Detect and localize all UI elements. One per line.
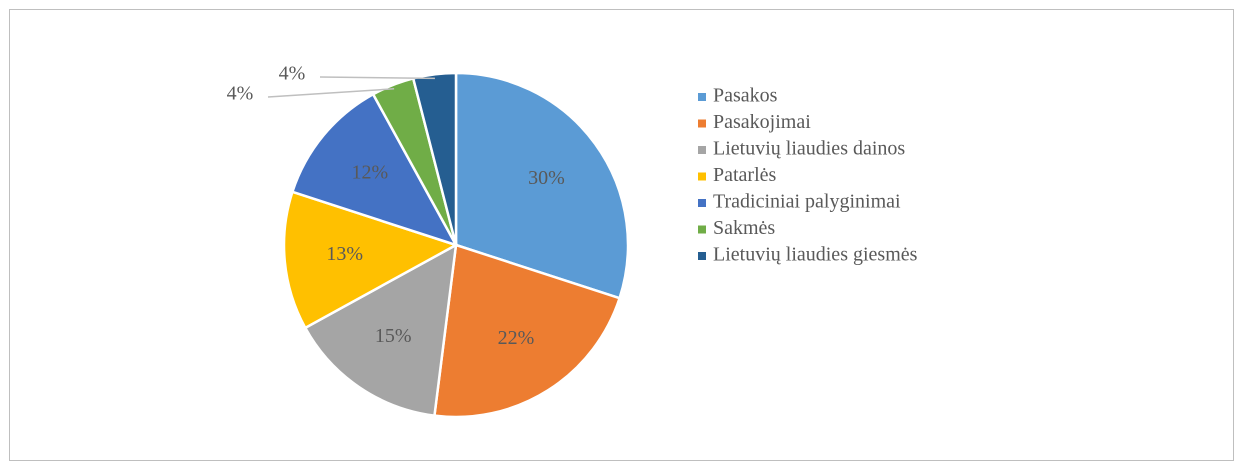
legend-swatch [698, 93, 706, 101]
data-label: 4% [227, 83, 254, 105]
data-label: 15% [375, 325, 412, 347]
pie-slice [433, 243, 622, 419]
legend-label: Pasakos [713, 85, 778, 107]
legend-label: Sakmės [713, 217, 775, 239]
legend-label: Tradiciniai palyginimai [713, 191, 901, 213]
pie-slice [454, 71, 630, 300]
legend-label: Pasakojimai [713, 111, 811, 133]
data-label: 22% [498, 327, 535, 349]
legend-swatch [698, 199, 706, 207]
legend-label: Patarlės [713, 164, 777, 186]
legend-swatch [698, 172, 706, 181]
data-label: 4% [279, 63, 306, 85]
legend-swatch [698, 119, 706, 128]
legend-swatch [698, 225, 706, 234]
legend-label: Lietuvių liaudies dainos [713, 138, 905, 160]
legend-label: Lietuvių liaudies giesmės [713, 244, 918, 266]
data-label: 12% [352, 161, 389, 183]
data-label: 13% [326, 243, 363, 265]
leader-line [267, 88, 395, 98]
legend-swatch [698, 252, 706, 260]
data-label: 30% [528, 167, 565, 189]
leader-line [319, 76, 435, 80]
pie-slice [282, 190, 460, 330]
pie-slice [303, 242, 458, 418]
pie-slice [290, 92, 459, 248]
legend-swatch [698, 146, 706, 154]
